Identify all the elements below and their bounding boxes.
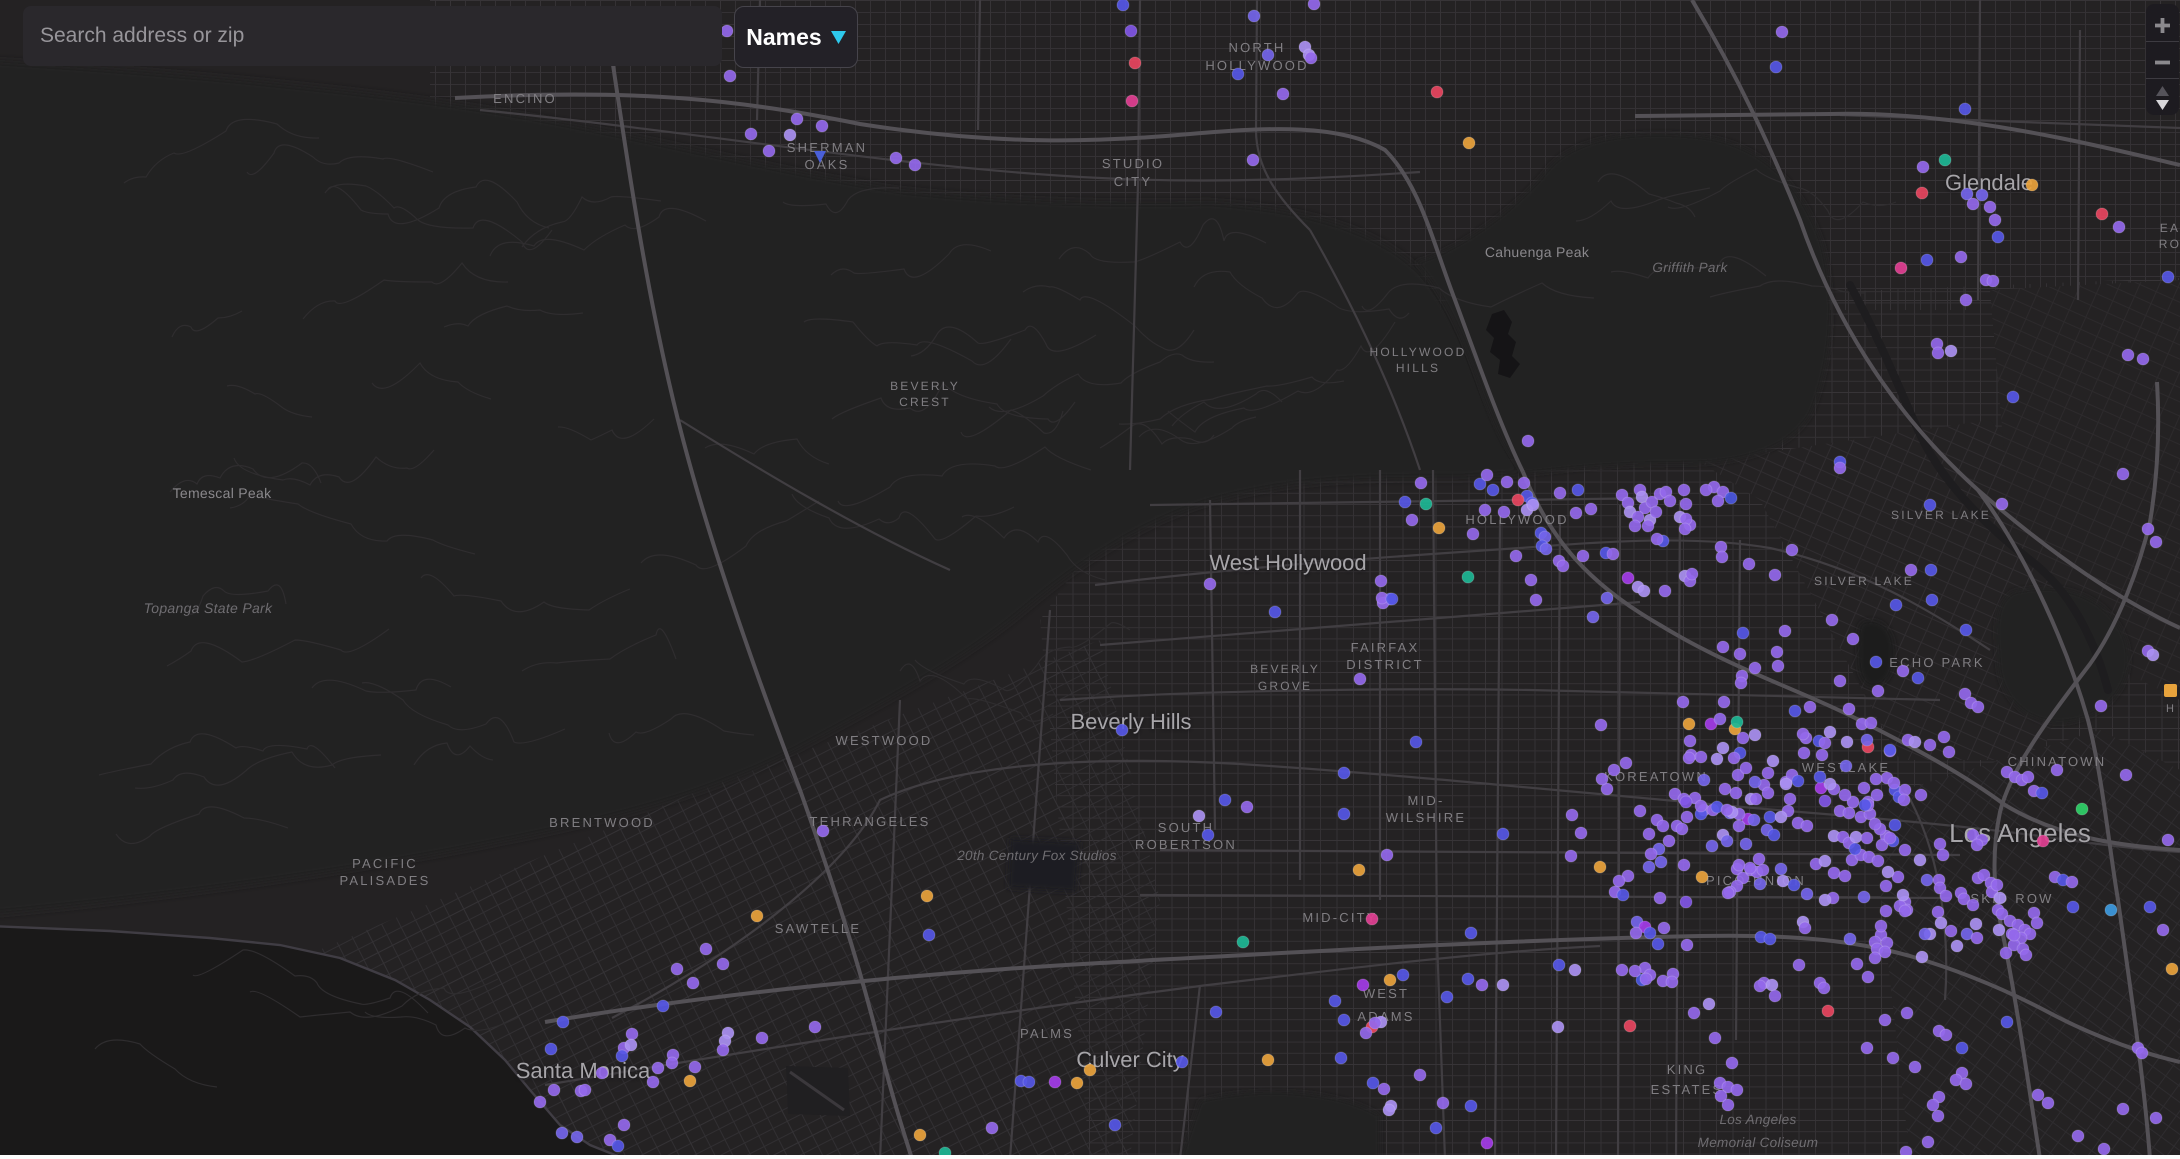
svg-text:CREST: CREST	[899, 395, 951, 409]
svg-text:SILVER LAKE: SILVER LAKE	[1891, 508, 1991, 522]
svg-text:TEHRANGELES: TEHRANGELES	[809, 814, 930, 829]
svg-text:NORTH: NORTH	[1229, 40, 1286, 55]
svg-text:Beverly Hills: Beverly Hills	[1070, 709, 1191, 734]
svg-text:PALISADES: PALISADES	[339, 873, 430, 888]
svg-text:WEST: WEST	[1363, 986, 1409, 1001]
svg-text:BEVERLY: BEVERLY	[890, 379, 960, 393]
svg-text:PACIFIC: PACIFIC	[352, 856, 418, 871]
svg-text:20th Century Fox Studios: 20th Century Fox Studios	[956, 848, 1117, 863]
svg-text:ROBERTSON: ROBERTSON	[1135, 837, 1237, 852]
svg-text:CITY: CITY	[1114, 174, 1152, 189]
svg-text:Temescal Peak: Temescal Peak	[173, 485, 273, 501]
svg-text:SHERMAN: SHERMAN	[787, 140, 867, 155]
svg-text:MID-: MID-	[1408, 793, 1445, 808]
svg-text:GROVE: GROVE	[1258, 679, 1312, 693]
svg-text:SKID ROW: SKID ROW	[1970, 891, 2053, 906]
svg-text:PALMS: PALMS	[1020, 1026, 1074, 1041]
svg-text:ECHO PARK: ECHO PARK	[1889, 655, 1984, 670]
svg-text:Santa Monica: Santa Monica	[516, 1058, 651, 1083]
svg-text:MID-CITY: MID-CITY	[1302, 910, 1377, 925]
svg-text:WILSHIRE: WILSHIRE	[1386, 810, 1466, 825]
svg-text:Cahuenga Peak: Cahuenga Peak	[1485, 244, 1590, 260]
svg-text:Topanga State Park: Topanga State Park	[144, 600, 273, 616]
svg-text:RO: RO	[2159, 237, 2180, 251]
svg-text:BEVERLY: BEVERLY	[1250, 662, 1320, 676]
svg-text:EA: EA	[2160, 221, 2180, 235]
svg-text:HOLLYWOOD: HOLLYWOOD	[1465, 512, 1568, 527]
svg-text:BRENTWOOD: BRENTWOOD	[549, 815, 655, 830]
svg-text:DISTRICT: DISTRICT	[1346, 657, 1424, 672]
svg-text:HILLS: HILLS	[1396, 361, 1440, 375]
svg-text:Griffith Park: Griffith Park	[1652, 260, 1728, 275]
svg-text:Glendale: Glendale	[1945, 170, 2033, 195]
svg-text:SILVER LAKE: SILVER LAKE	[1814, 574, 1914, 588]
svg-text:CHINATOWN: CHINATOWN	[2008, 754, 2107, 769]
svg-text:WESTWOOD: WESTWOOD	[835, 733, 932, 748]
svg-text:ESTATES: ESTATES	[1651, 1082, 1724, 1097]
svg-text:KING: KING	[1667, 1062, 1708, 1077]
svg-text:STUDIO: STUDIO	[1102, 156, 1164, 171]
svg-text:KOREATOWN: KOREATOWN	[1604, 769, 1708, 784]
svg-text:SOUTH: SOUTH	[1158, 820, 1215, 835]
svg-text:Los Angeles: Los Angeles	[1719, 1112, 1796, 1127]
svg-text:HOLLYWOOD: HOLLYWOOD	[1370, 345, 1467, 359]
svg-text:HOLLYWOOD: HOLLYWOOD	[1205, 58, 1308, 73]
svg-text:FAIRFAX: FAIRFAX	[1351, 640, 1420, 655]
svg-text:SAWTELLE: SAWTELLE	[775, 921, 861, 936]
svg-text:Memorial Coliseum: Memorial Coliseum	[1698, 1135, 1819, 1150]
svg-text:ENCINO: ENCINO	[493, 91, 557, 106]
svg-text:West Hollywood: West Hollywood	[1209, 550, 1366, 575]
svg-text:OAKS: OAKS	[805, 157, 850, 172]
svg-text:H: H	[2166, 703, 2174, 715]
